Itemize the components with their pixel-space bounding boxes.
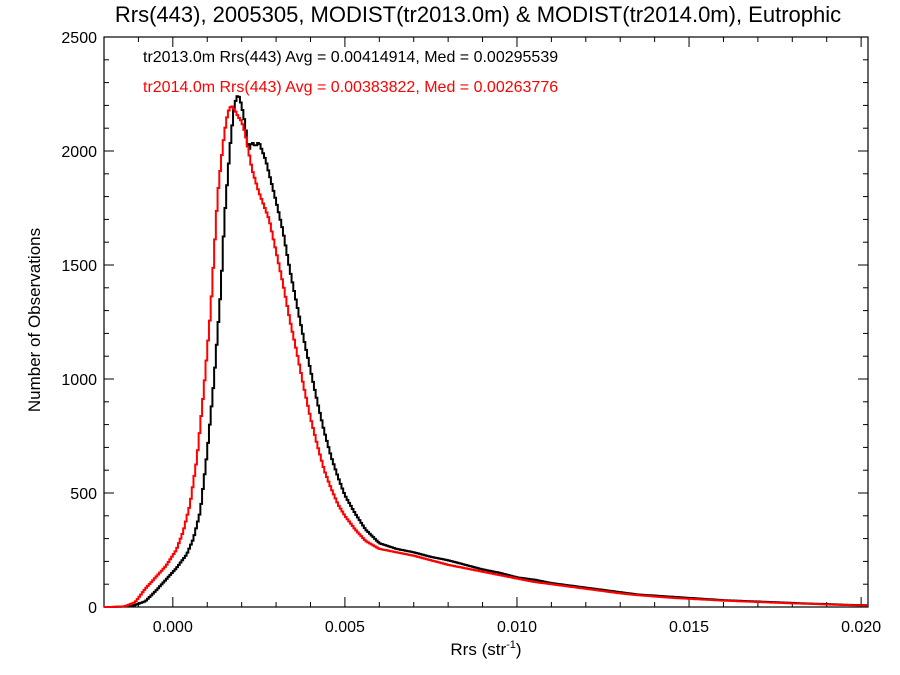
x-axis-label-superscript: -1 — [506, 639, 516, 651]
y-tick-label: 2500 — [61, 30, 97, 47]
data-series — [104, 95, 868, 608]
series-line-tr2014 — [104, 105, 868, 608]
plot-area — [103, 36, 869, 608]
y-tick-label: 1500 — [61, 258, 97, 275]
plot-frame — [103, 36, 869, 608]
x-tick-label: 0.000 — [153, 619, 193, 636]
y-tick-label: 2000 — [61, 144, 97, 161]
y-tick-label: 0 — [88, 600, 97, 617]
x-axis-label: Rrs (str-1) — [450, 639, 521, 659]
y-tick-label: 500 — [70, 486, 97, 503]
x-axis-label-end: ) — [516, 640, 522, 659]
x-tick-label: 0.020 — [841, 619, 881, 636]
y-tick-label: 1000 — [61, 372, 97, 389]
y-axis-label: Number of Observations — [25, 228, 44, 412]
x-tick-label: 0.010 — [497, 619, 537, 636]
legend-entry-tr2013: tr2013.0m Rrs(443) Avg = 0.00414914, Med… — [143, 49, 558, 66]
axis-ticks: 0.000 0.005 0.010 0.015 0.020 0 500 1000 1500 200… — [61, 30, 881, 636]
x-tick-label: 0.015 — [669, 619, 709, 636]
x-tick-label: 0.005 — [325, 619, 365, 636]
x-axis-label-text: Rrs (str — [450, 640, 506, 659]
chart-title: Rrs(443), 2005305, MODIST(tr2013.0m) & M… — [115, 2, 841, 27]
legend-entry-tr2014: tr2014.0m Rrs(443) Avg = 0.00383822, Med… — [143, 79, 558, 96]
